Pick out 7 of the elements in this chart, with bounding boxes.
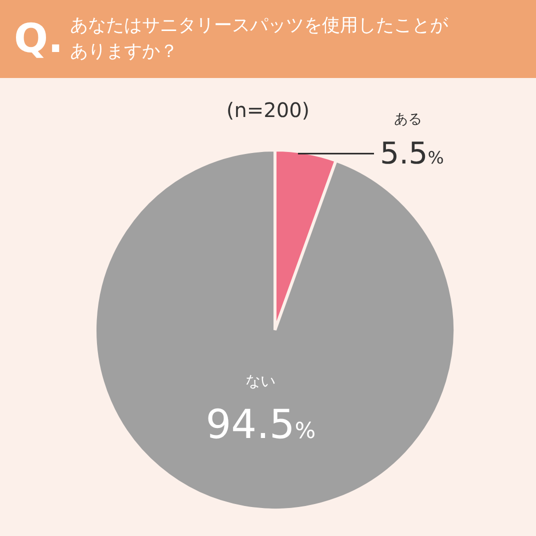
slice-label: ない [246, 372, 276, 390]
slice-label: ある [394, 112, 422, 128]
text: Q. [14, 16, 64, 62]
chart-title: あなたはサニタリースパッツを使用したことがありますか？ [70, 14, 450, 64]
data-label: 5.5% [380, 136, 444, 172]
chart-subtitle: (n=200) [226, 98, 310, 122]
data-label: 94.5% [206, 402, 316, 448]
